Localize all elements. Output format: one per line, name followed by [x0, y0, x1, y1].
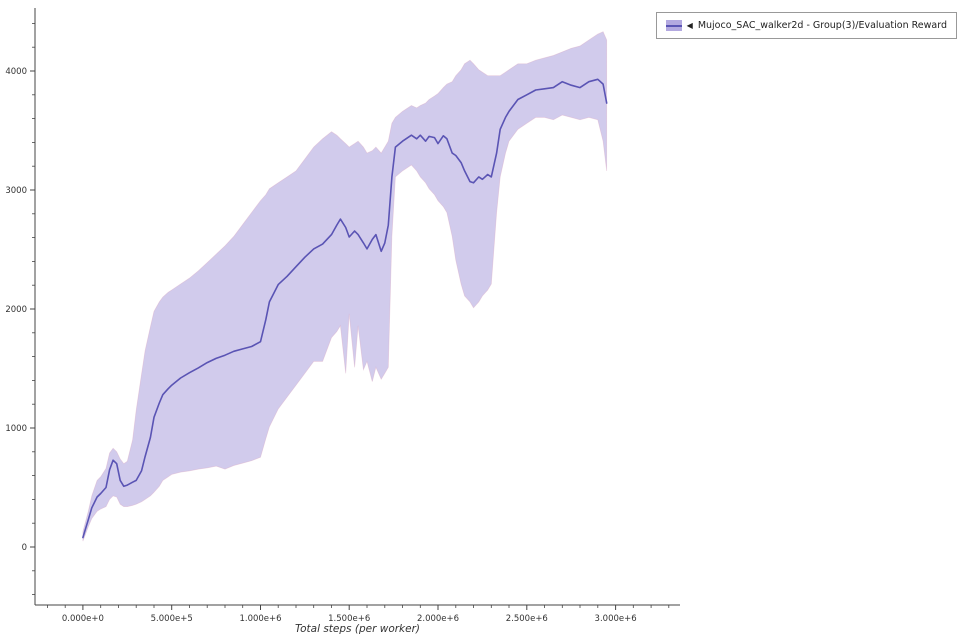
legend-item[interactable]: ◀ Mujoco_SAC_walker2d - Group(3)/Evaluat…	[665, 20, 947, 31]
x-tick-label: 3.000e+6	[595, 614, 637, 624]
legend-marker-icon: ◀	[686, 21, 693, 30]
confidence-band	[82, 31, 608, 542]
x-tick-label: 5.000e+5	[151, 614, 193, 624]
legend: ◀ Mujoco_SAC_walker2d - Group(3)/Evaluat…	[655, 12, 957, 39]
x-tick-label: 0.000e+0	[62, 614, 104, 624]
x-tick-label: 2.500e+6	[506, 614, 548, 624]
x-tick-label: 1.000e+6	[239, 614, 281, 624]
legend-swatch	[665, 20, 682, 31]
y-tick-label: 2000	[5, 305, 27, 315]
legend-label: Mujoco_SAC_walker2d - Group(3)/Evaluatio…	[697, 20, 947, 31]
x-tick-label: 1.500e+6	[328, 614, 370, 624]
x-axis-title: Total steps (per worker)	[294, 623, 421, 635]
y-tick-label: 3000	[5, 186, 27, 196]
mean-line	[82, 78, 608, 539]
y-tick-label: 0	[22, 543, 27, 553]
y-tick-label: 1000	[5, 424, 27, 434]
legend-swatch-line	[665, 24, 682, 27]
y-tick-label: 4000	[5, 67, 27, 77]
x-tick-label: 2.000e+6	[417, 614, 459, 624]
